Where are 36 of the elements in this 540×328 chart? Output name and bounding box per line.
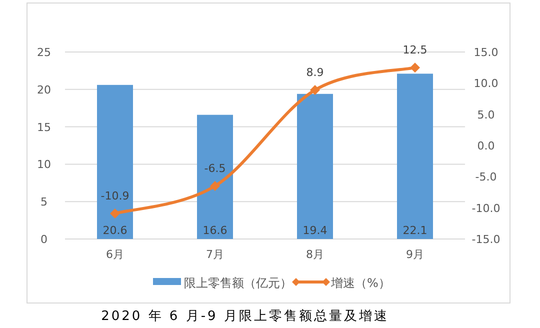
bar: [97, 84, 133, 239]
point: [110, 208, 120, 218]
data-label: 19.4: [302, 224, 328, 237]
y-tick-label: 25: [37, 46, 51, 59]
y-tick-label: 0: [40, 233, 48, 246]
legend-label: 限上零售额（亿元）: [184, 276, 292, 290]
y2-tick-label: 10.0: [474, 77, 498, 90]
data-label: 8.9: [306, 66, 324, 80]
y2-tick-label: 0.0: [477, 140, 495, 152]
data-label: -10.9: [100, 189, 130, 202]
y2-tick-label: 5.0: [477, 108, 495, 122]
x-tick-label: 7月: [206, 248, 224, 261]
data-label: -6.5: [204, 162, 226, 176]
x-tick-label: 8月: [306, 248, 324, 261]
data-label: 20.6: [102, 224, 128, 237]
bar: [397, 74, 433, 239]
data-label: 22.1: [402, 224, 428, 237]
x-tick-label: 6月: [106, 248, 124, 261]
point: [310, 85, 320, 96]
y2-tick-label: -10.0: [472, 202, 500, 215]
point: [210, 181, 220, 192]
data-label: 16.6: [202, 224, 228, 237]
data-label: 12.5: [402, 44, 428, 57]
y2-tick-label: -5.0: [475, 170, 497, 184]
y-tick-label: 15: [37, 120, 51, 134]
y-tick-label: 10: [37, 158, 51, 172]
bar: [197, 114, 233, 239]
x-tick-label: 9月: [406, 248, 424, 261]
y-tick-label: 20: [37, 83, 51, 96]
legend-label: 增速（%）: [330, 276, 390, 290]
y-tick-label: 5: [40, 196, 48, 209]
point: [410, 62, 420, 73]
y2-tick-label: -15.0: [472, 233, 500, 246]
text: 2020 年 6 月-9 月限上零售额总量及增速: [101, 309, 389, 324]
bar: [297, 94, 333, 239]
y2-tick-label: 15.0: [474, 46, 498, 59]
